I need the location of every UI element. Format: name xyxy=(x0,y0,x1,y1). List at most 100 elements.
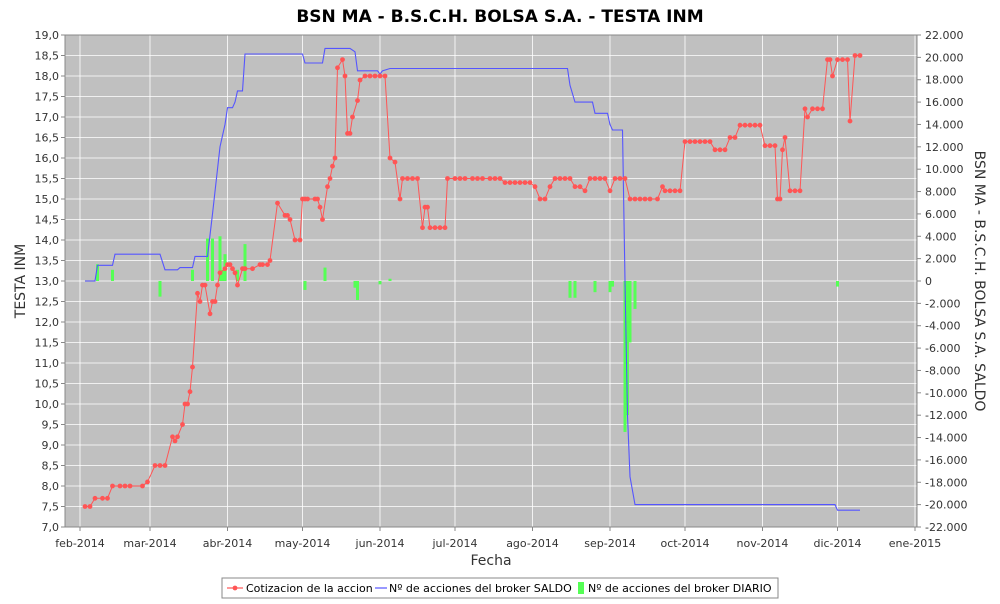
y2-tick-label: 22.000 xyxy=(925,29,964,42)
y2-tick-label: -10.000 xyxy=(925,387,967,400)
price-point xyxy=(145,479,150,485)
legend-diario-label: Nº de acciones del broker DIARIO xyxy=(588,582,772,595)
price-point xyxy=(487,176,493,181)
legend: Cotizacion de la accion Nº de acciones de… xyxy=(221,577,779,599)
y-axis-title: TESTA INM xyxy=(13,244,29,319)
price-point xyxy=(332,155,338,161)
price-point xyxy=(557,176,563,181)
diario-bar xyxy=(388,278,392,281)
price-point xyxy=(587,176,593,181)
y-tick-label: 7,0 xyxy=(42,521,60,534)
price-point xyxy=(532,184,538,190)
price-point xyxy=(677,188,683,194)
y2-tick-label: -4.000 xyxy=(925,320,960,333)
price-point xyxy=(320,217,325,222)
price-point xyxy=(152,463,158,468)
price-point xyxy=(772,143,778,149)
price-point xyxy=(632,196,638,202)
price-point xyxy=(792,188,798,194)
price-point xyxy=(582,188,588,194)
price-point xyxy=(757,122,763,128)
price-point xyxy=(502,180,508,186)
price-point xyxy=(782,135,788,140)
price-point xyxy=(682,139,688,145)
price-point xyxy=(215,282,220,288)
y2-axis-title: BSN MA - B.S.C.H. BOLSA S.A. SALDO xyxy=(971,151,987,412)
price-point xyxy=(547,184,553,190)
y-tick-label: 10,0 xyxy=(35,398,60,411)
diario-bar xyxy=(608,281,612,293)
price-point xyxy=(420,225,425,231)
price-point xyxy=(712,147,718,153)
price-point xyxy=(275,200,280,206)
x-tick-label: jul-2014 xyxy=(431,537,477,550)
price-point xyxy=(347,131,353,136)
diario-bar xyxy=(243,244,247,281)
diario-bar xyxy=(96,264,99,281)
diario-bar xyxy=(236,269,239,281)
price-point xyxy=(317,204,323,210)
diario-bar xyxy=(626,281,629,416)
y-tick-label: 15,0 xyxy=(35,193,60,206)
price-point xyxy=(367,73,373,79)
price-point xyxy=(810,106,815,112)
price-point xyxy=(780,147,785,153)
price-point xyxy=(607,188,613,194)
price-point xyxy=(397,196,403,202)
price-point xyxy=(852,53,858,58)
price-point xyxy=(627,196,633,202)
price-point xyxy=(777,196,783,202)
chart-title: BSN MA - B.S.C.H. BOLSA S.A. - TESTA INM xyxy=(296,7,703,27)
price-point xyxy=(250,266,255,272)
price-point xyxy=(202,282,208,288)
y2-tick-label: -18.000 xyxy=(925,476,967,489)
y2-tick-label: 8.000 xyxy=(925,186,957,199)
legend-price-label: Cotizacion de la accion xyxy=(246,582,373,595)
price-point xyxy=(335,65,340,71)
price-point xyxy=(265,262,270,267)
price-point xyxy=(445,176,450,181)
x-tick-label: may-2014 xyxy=(275,537,331,550)
y2-tick-label: 14.000 xyxy=(925,118,964,131)
y-tick-label: 9,0 xyxy=(42,439,60,452)
price-point xyxy=(230,266,235,272)
price-point xyxy=(405,176,410,181)
price-point xyxy=(350,114,355,120)
price-point xyxy=(400,176,405,181)
price-point xyxy=(100,495,105,501)
price-point xyxy=(835,57,840,62)
diario-bar xyxy=(303,281,307,290)
diario-bar xyxy=(611,281,614,287)
price-point xyxy=(480,176,485,181)
y2-tick-label: -20.000 xyxy=(925,499,967,512)
y-tick-label: 12,5 xyxy=(35,296,60,309)
price-point xyxy=(617,176,623,181)
price-point xyxy=(802,106,808,112)
price-point xyxy=(140,483,145,489)
price-point xyxy=(227,262,233,267)
legend-box xyxy=(221,577,779,599)
price-point xyxy=(172,438,178,444)
y-tick-label: 10,5 xyxy=(35,378,60,391)
price-point xyxy=(340,57,345,62)
x-tick-label: ago-2014 xyxy=(506,537,559,550)
price-point xyxy=(157,463,163,468)
price-point xyxy=(342,73,348,79)
y2-tick-label: 10.000 xyxy=(925,163,964,176)
price-point xyxy=(382,73,388,79)
price-point xyxy=(287,217,293,222)
x-tick-label: nov-2014 xyxy=(737,537,789,550)
price-point xyxy=(162,463,168,468)
x-tick-label: mar-2014 xyxy=(123,537,176,550)
diario-bar xyxy=(356,281,359,301)
price-point xyxy=(355,98,360,103)
price-point xyxy=(517,180,523,186)
price-point xyxy=(552,176,558,181)
price-point xyxy=(722,147,728,153)
price-point xyxy=(427,225,433,231)
diario-bar xyxy=(191,269,194,281)
price-point xyxy=(82,504,88,509)
price-point xyxy=(292,237,298,243)
price-point xyxy=(260,262,265,267)
y2-tick-label: -12.000 xyxy=(925,409,967,422)
